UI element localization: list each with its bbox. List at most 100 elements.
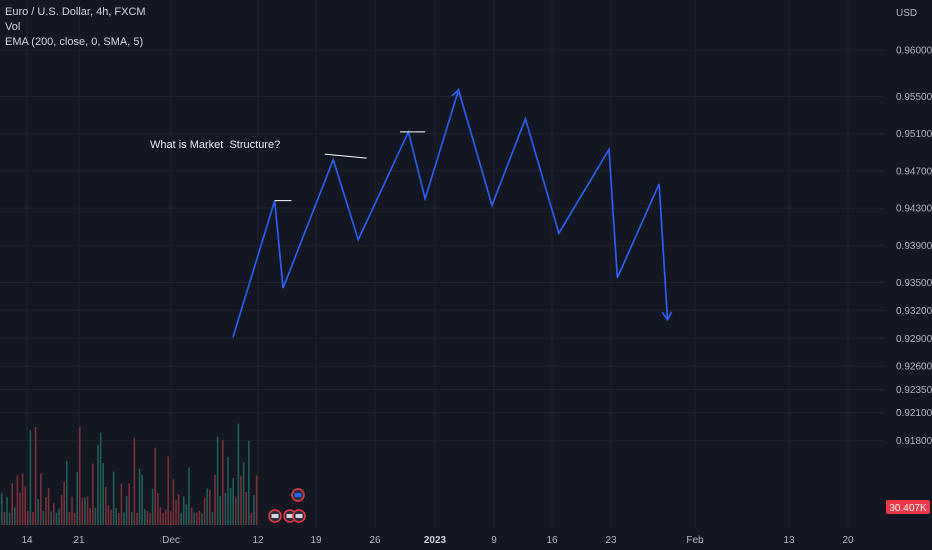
volume-bar xyxy=(151,488,154,525)
time-tick-label: 26 xyxy=(369,535,381,546)
volume-bar xyxy=(232,478,234,525)
volume-bar xyxy=(40,473,42,525)
volume-bar xyxy=(183,496,185,525)
price-tick-label: 0.91800 xyxy=(896,436,932,447)
volume-bar xyxy=(196,512,198,525)
level-lines xyxy=(274,131,426,202)
volume-bar xyxy=(16,475,19,525)
volume-bar xyxy=(250,512,253,525)
volume-bar xyxy=(190,507,193,525)
volume-bar xyxy=(84,497,86,525)
volume-bar xyxy=(172,479,175,525)
volume-bar xyxy=(105,487,107,525)
time-axis[interactable]: 14 21 Dec 12 19 26 2023 9 16 23 Feb 13 20 xyxy=(21,535,854,546)
volume-bar xyxy=(45,496,47,525)
price-tick-label: 0.94300 xyxy=(896,204,932,215)
volume-bar xyxy=(154,447,156,525)
volume-bar xyxy=(167,456,169,525)
volume-bar xyxy=(68,511,71,525)
time-tick-label: 9 xyxy=(491,535,497,546)
price-tick-label: 0.95500 xyxy=(896,92,932,103)
ema-indicator-label[interactable]: EMA (200, close, 0, SMA, 5) xyxy=(5,36,144,48)
volume-bar xyxy=(222,440,224,525)
volume-bar xyxy=(110,509,112,525)
volume-bar xyxy=(118,512,120,525)
volume-bar xyxy=(3,512,6,525)
price-tick-label: 0.92100 xyxy=(896,408,932,419)
volume-bar xyxy=(63,481,65,525)
volume-bar xyxy=(227,456,229,525)
volume-bar xyxy=(188,467,190,525)
volume-bar xyxy=(133,438,136,525)
volume-bar xyxy=(107,505,110,525)
volume-bar xyxy=(71,496,73,525)
volume-bar xyxy=(86,496,89,525)
volume-bar xyxy=(144,509,146,525)
volume-indicator-label[interactable]: Vol xyxy=(5,21,21,33)
volume-bar xyxy=(253,495,255,525)
volume-bar xyxy=(149,512,151,525)
volume-bar xyxy=(162,512,164,525)
flag-icon xyxy=(286,514,294,518)
volume-bar xyxy=(6,497,8,525)
price-tick-label: 0.92600 xyxy=(896,362,932,373)
volume-bar xyxy=(206,488,208,525)
volume-bar xyxy=(60,494,63,525)
volume-bar xyxy=(224,492,227,525)
volume-bar xyxy=(242,462,245,525)
volume-bar xyxy=(211,512,214,525)
volume-bar xyxy=(21,473,24,525)
volume-bar xyxy=(203,497,206,525)
volume-bar xyxy=(201,512,203,525)
volume-bar xyxy=(29,430,32,525)
volume-bar xyxy=(42,511,45,525)
volume-bar xyxy=(102,462,104,525)
volume-bar xyxy=(177,494,180,525)
volume-bar xyxy=(32,512,34,525)
volume-bar xyxy=(248,440,250,525)
chart-annotation-text[interactable]: What is Market Structure? xyxy=(150,139,281,151)
volume-bar xyxy=(157,492,159,525)
price-tick-label: 0.93500 xyxy=(896,278,932,289)
volume-bar xyxy=(175,500,177,525)
zigzag-structure xyxy=(232,87,673,338)
volume-bar xyxy=(240,475,242,525)
volume-bar xyxy=(180,512,182,525)
event-markers[interactable] xyxy=(268,488,306,523)
volume-bar xyxy=(11,483,13,525)
time-tick-label: 2023 xyxy=(424,535,447,546)
volume-bar xyxy=(94,507,97,525)
time-tick-label: 16 xyxy=(546,535,558,546)
price-tick-label: 0.92350 xyxy=(896,385,932,396)
volume-bar xyxy=(66,461,68,525)
volume-bar xyxy=(123,512,125,525)
volume-bar xyxy=(73,512,76,525)
price-tick-label: 0.95100 xyxy=(896,129,932,140)
volume-bar xyxy=(14,507,16,525)
volume-bar xyxy=(170,511,172,525)
volume-bar xyxy=(146,511,149,525)
chart-legend: Euro / U.S. Dollar, 4h, FXCM Vol EMA (20… xyxy=(5,5,146,50)
volume-bar xyxy=(79,427,81,525)
volume-bar xyxy=(216,436,219,525)
volume-bar xyxy=(34,427,37,525)
volume-bar xyxy=(141,474,143,525)
volume-bar xyxy=(214,474,216,525)
time-tick-label: 12 xyxy=(252,535,264,546)
volume-bars xyxy=(1,423,258,525)
volume-bar xyxy=(164,509,167,525)
volume-bar xyxy=(76,472,78,525)
volume-bar xyxy=(120,483,123,525)
volume-bar xyxy=(185,504,188,525)
price-axis[interactable]: 0.96000 0.95500 0.95100 0.94700 0.94300 0.939… xyxy=(896,46,932,448)
volume-bar xyxy=(125,496,128,525)
time-tick-label: 19 xyxy=(310,535,322,546)
volume-bar xyxy=(229,488,232,525)
volume-bar xyxy=(99,432,102,525)
volume-bar xyxy=(237,423,240,525)
grid-lines xyxy=(0,0,884,528)
volume-bar xyxy=(55,512,58,525)
volume-bar xyxy=(198,510,201,525)
volume-bar xyxy=(159,507,162,525)
symbol-title[interactable]: Euro / U.S. Dollar, 4h, FXCM xyxy=(5,6,146,18)
